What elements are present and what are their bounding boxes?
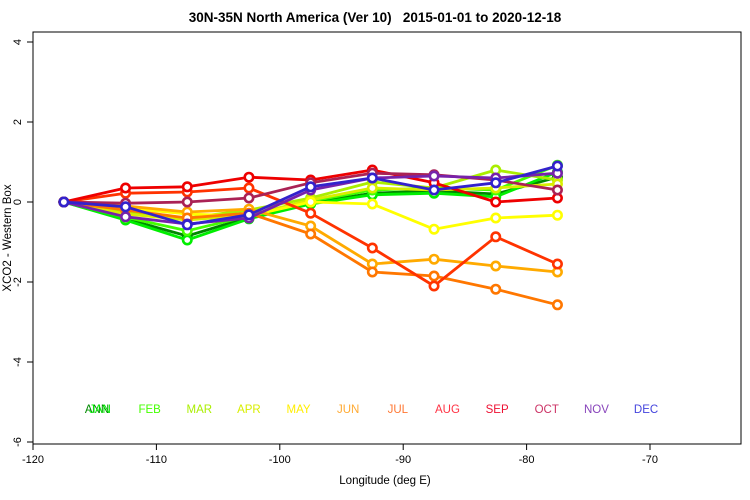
data-point-marker [243,171,255,183]
x-tick-label: -120 [22,454,44,466]
data-point-marker [243,209,255,221]
data-point-marker [490,283,502,295]
x-tick-label: -100 [269,454,291,466]
data-point-marker [366,198,378,210]
y-tick-label: 4 [12,39,24,45]
data-point-marker [120,201,132,213]
chart-title: 30N-35N North America (Ver 10) 2015-01-0… [188,10,562,25]
legend-label-jul: JUL [388,404,409,416]
data-point-marker [305,196,317,208]
data-point-marker [181,219,193,231]
y-tick-label: 2 [12,119,24,125]
x-tick-label: -110 [146,454,167,466]
data-point-marker [428,223,440,235]
x-axis: -120 -110 -100 -90 -80 -70 [22,444,658,466]
data-point-marker [366,242,378,254]
legend-label-dec: DEC [634,404,658,416]
x-axis-label: Longitude (deg E) [339,475,431,487]
y-axis-label: XCO2 - Western Box [2,184,14,291]
data-point-marker [305,181,317,193]
x-tick-label: -70 [642,454,658,466]
y-tick-label: -2 [12,277,24,287]
data-point-marker [551,299,563,311]
data-point-marker [428,184,440,196]
plot-box [32,31,742,445]
data-point-marker [181,196,193,208]
data-point-marker [305,228,317,240]
legend-label-jan: JAN [89,404,111,416]
data-point-marker [366,172,378,184]
data-point-marker [551,160,563,172]
legend-label-mar: MAR [186,404,212,416]
legend-label-apr: APR [237,404,261,416]
data-point-marker [490,196,502,208]
data-point-marker [366,182,378,194]
data-point-marker [490,177,502,189]
legend-label-sep: SEP [486,404,509,416]
legend-label-nov: NOV [584,404,609,416]
series-dec [58,160,563,231]
data-point-marker [120,182,132,194]
data-point-marker [243,192,255,204]
x-tick-label: -90 [395,454,411,466]
legend-label-ann: ANN [85,404,109,416]
data-point-marker [428,270,440,282]
data-point-marker [181,181,193,193]
legend-label-oct: OCT [535,404,559,416]
data-point-marker [490,260,502,272]
legend-label-jun: JUN [337,404,359,416]
data-point-marker [181,234,193,246]
y-axis: 4 2 0 -2 -4 -6 [12,39,33,447]
legend-label-feb: FEB [138,404,161,416]
legend-label-may: MAY [287,404,311,416]
legend-label-aug: AUG [435,404,460,416]
data-point-marker [120,211,132,223]
data-point-marker [551,184,563,196]
y-tick-label: 0 [12,199,24,205]
data-point-marker [366,266,378,278]
data-point-marker [58,196,70,208]
data-point-marker [551,209,563,221]
x-tick-label: -80 [519,454,535,466]
data-point-marker [243,182,255,194]
data-point-marker [490,212,502,224]
data-point-marker [428,253,440,265]
data-point-marker [551,258,563,270]
data-point-marker [490,231,502,243]
y-tick-label: -6 [12,437,24,447]
data-point-marker [428,170,440,182]
y-tick-label: -4 [12,357,24,367]
data-point-marker [305,207,317,219]
data-point-marker [428,280,440,292]
